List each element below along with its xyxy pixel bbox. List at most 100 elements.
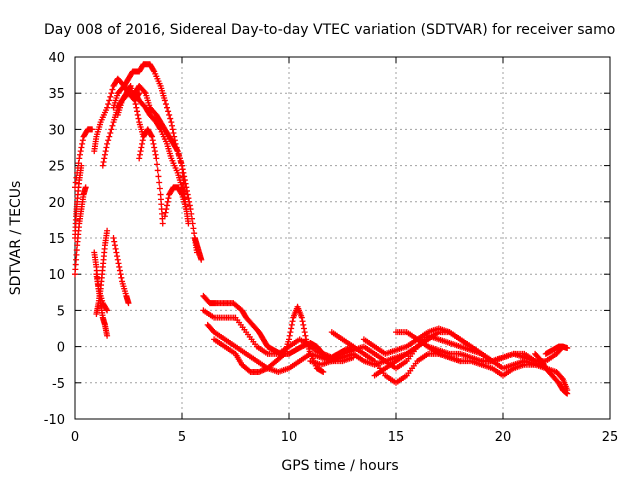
y-tick-label: 25 [48, 160, 65, 175]
series-track-13 [131, 82, 200, 256]
x-tick-label: 20 [495, 430, 512, 445]
data-point [79, 140, 86, 147]
series-track-12 [136, 126, 166, 227]
x-tick-label: 25 [602, 430, 619, 445]
data-point [151, 144, 158, 151]
data-point [77, 148, 84, 155]
x-axis-label: GPS time / hours [281, 458, 398, 474]
data-point [191, 230, 198, 237]
data-point [184, 191, 191, 198]
data-point [159, 220, 166, 227]
data-point [185, 195, 192, 202]
data-point [103, 306, 110, 313]
data-point [169, 122, 176, 129]
x-tick-label: 10 [281, 430, 298, 445]
series-track-6 [93, 227, 111, 318]
data-point [320, 368, 327, 375]
y-tick-label: 15 [48, 232, 65, 247]
data-point [125, 300, 132, 307]
data-point [139, 137, 146, 144]
data-point [106, 97, 113, 104]
data-point [115, 260, 122, 267]
data-point [164, 104, 171, 111]
data-point [100, 158, 107, 165]
chart-title: Day 008 of 2016, Sidereal Day-to-day VTE… [44, 22, 615, 38]
data-point [179, 162, 185, 169]
data-point [72, 179, 79, 186]
data-point [105, 137, 112, 144]
data-point [104, 227, 111, 234]
data-point [164, 198, 171, 205]
data-point [106, 133, 113, 140]
y-tick-label: 10 [48, 268, 65, 283]
data-point [169, 126, 176, 133]
data-point [105, 101, 112, 108]
data-point [104, 104, 111, 111]
data-point [136, 151, 143, 158]
data-point [131, 97, 138, 104]
y-axis-label: SDTVAR / TECUs [8, 181, 24, 296]
data-point [286, 336, 292, 343]
data-point [182, 180, 189, 187]
data-point [136, 155, 143, 162]
series-track-3 [72, 162, 85, 241]
data-point [167, 115, 174, 122]
data-point [185, 220, 192, 227]
data-point [79, 137, 86, 144]
data-point [288, 325, 295, 332]
data-point [99, 162, 106, 169]
data-point [287, 329, 294, 336]
data-point [104, 332, 111, 339]
data-point [82, 184, 89, 191]
data-point [558, 374, 565, 381]
data-point [78, 162, 85, 169]
axis-ticks [74, 56, 611, 420]
data-point [107, 130, 114, 137]
data-point [104, 307, 111, 314]
data-point [166, 111, 173, 118]
y-tick-label: 0 [57, 341, 65, 356]
data-point [302, 332, 309, 339]
data-point [298, 314, 305, 321]
data-point [76, 151, 83, 158]
data-point [155, 173, 162, 180]
data-point [149, 137, 156, 144]
data-point [161, 213, 168, 220]
data-point [102, 148, 109, 155]
data-point [163, 206, 170, 213]
series-track-11 [114, 82, 147, 140]
data-point [141, 88, 148, 95]
data-point [154, 167, 161, 174]
data-point [198, 256, 205, 263]
data-point [111, 242, 118, 249]
data-point [181, 173, 188, 180]
data-point [289, 318, 296, 325]
y-tick-label: -5 [52, 377, 65, 392]
data-point [108, 126, 115, 133]
data-point [288, 321, 295, 328]
data-point [149, 133, 156, 140]
data-point [161, 97, 168, 104]
y-tick-label: 40 [48, 51, 65, 66]
data-point [151, 148, 158, 155]
data-point [180, 169, 187, 176]
data-point [183, 187, 190, 194]
data-point [138, 144, 145, 151]
data-point [109, 122, 116, 129]
series-track-7 [110, 235, 132, 307]
series-track-15 [191, 235, 205, 263]
data-point [116, 263, 123, 270]
data-point [118, 274, 125, 281]
series-track-1 [72, 126, 96, 191]
data-point [114, 256, 121, 263]
data-point [183, 184, 190, 191]
data-point [152, 151, 159, 158]
x-tick-label: 5 [178, 430, 186, 445]
data-point [181, 177, 188, 184]
data-point [116, 267, 123, 274]
y-tick-label: 30 [48, 123, 65, 138]
data-point [101, 155, 108, 162]
data-point [564, 387, 571, 394]
series-track-14 [161, 184, 192, 227]
